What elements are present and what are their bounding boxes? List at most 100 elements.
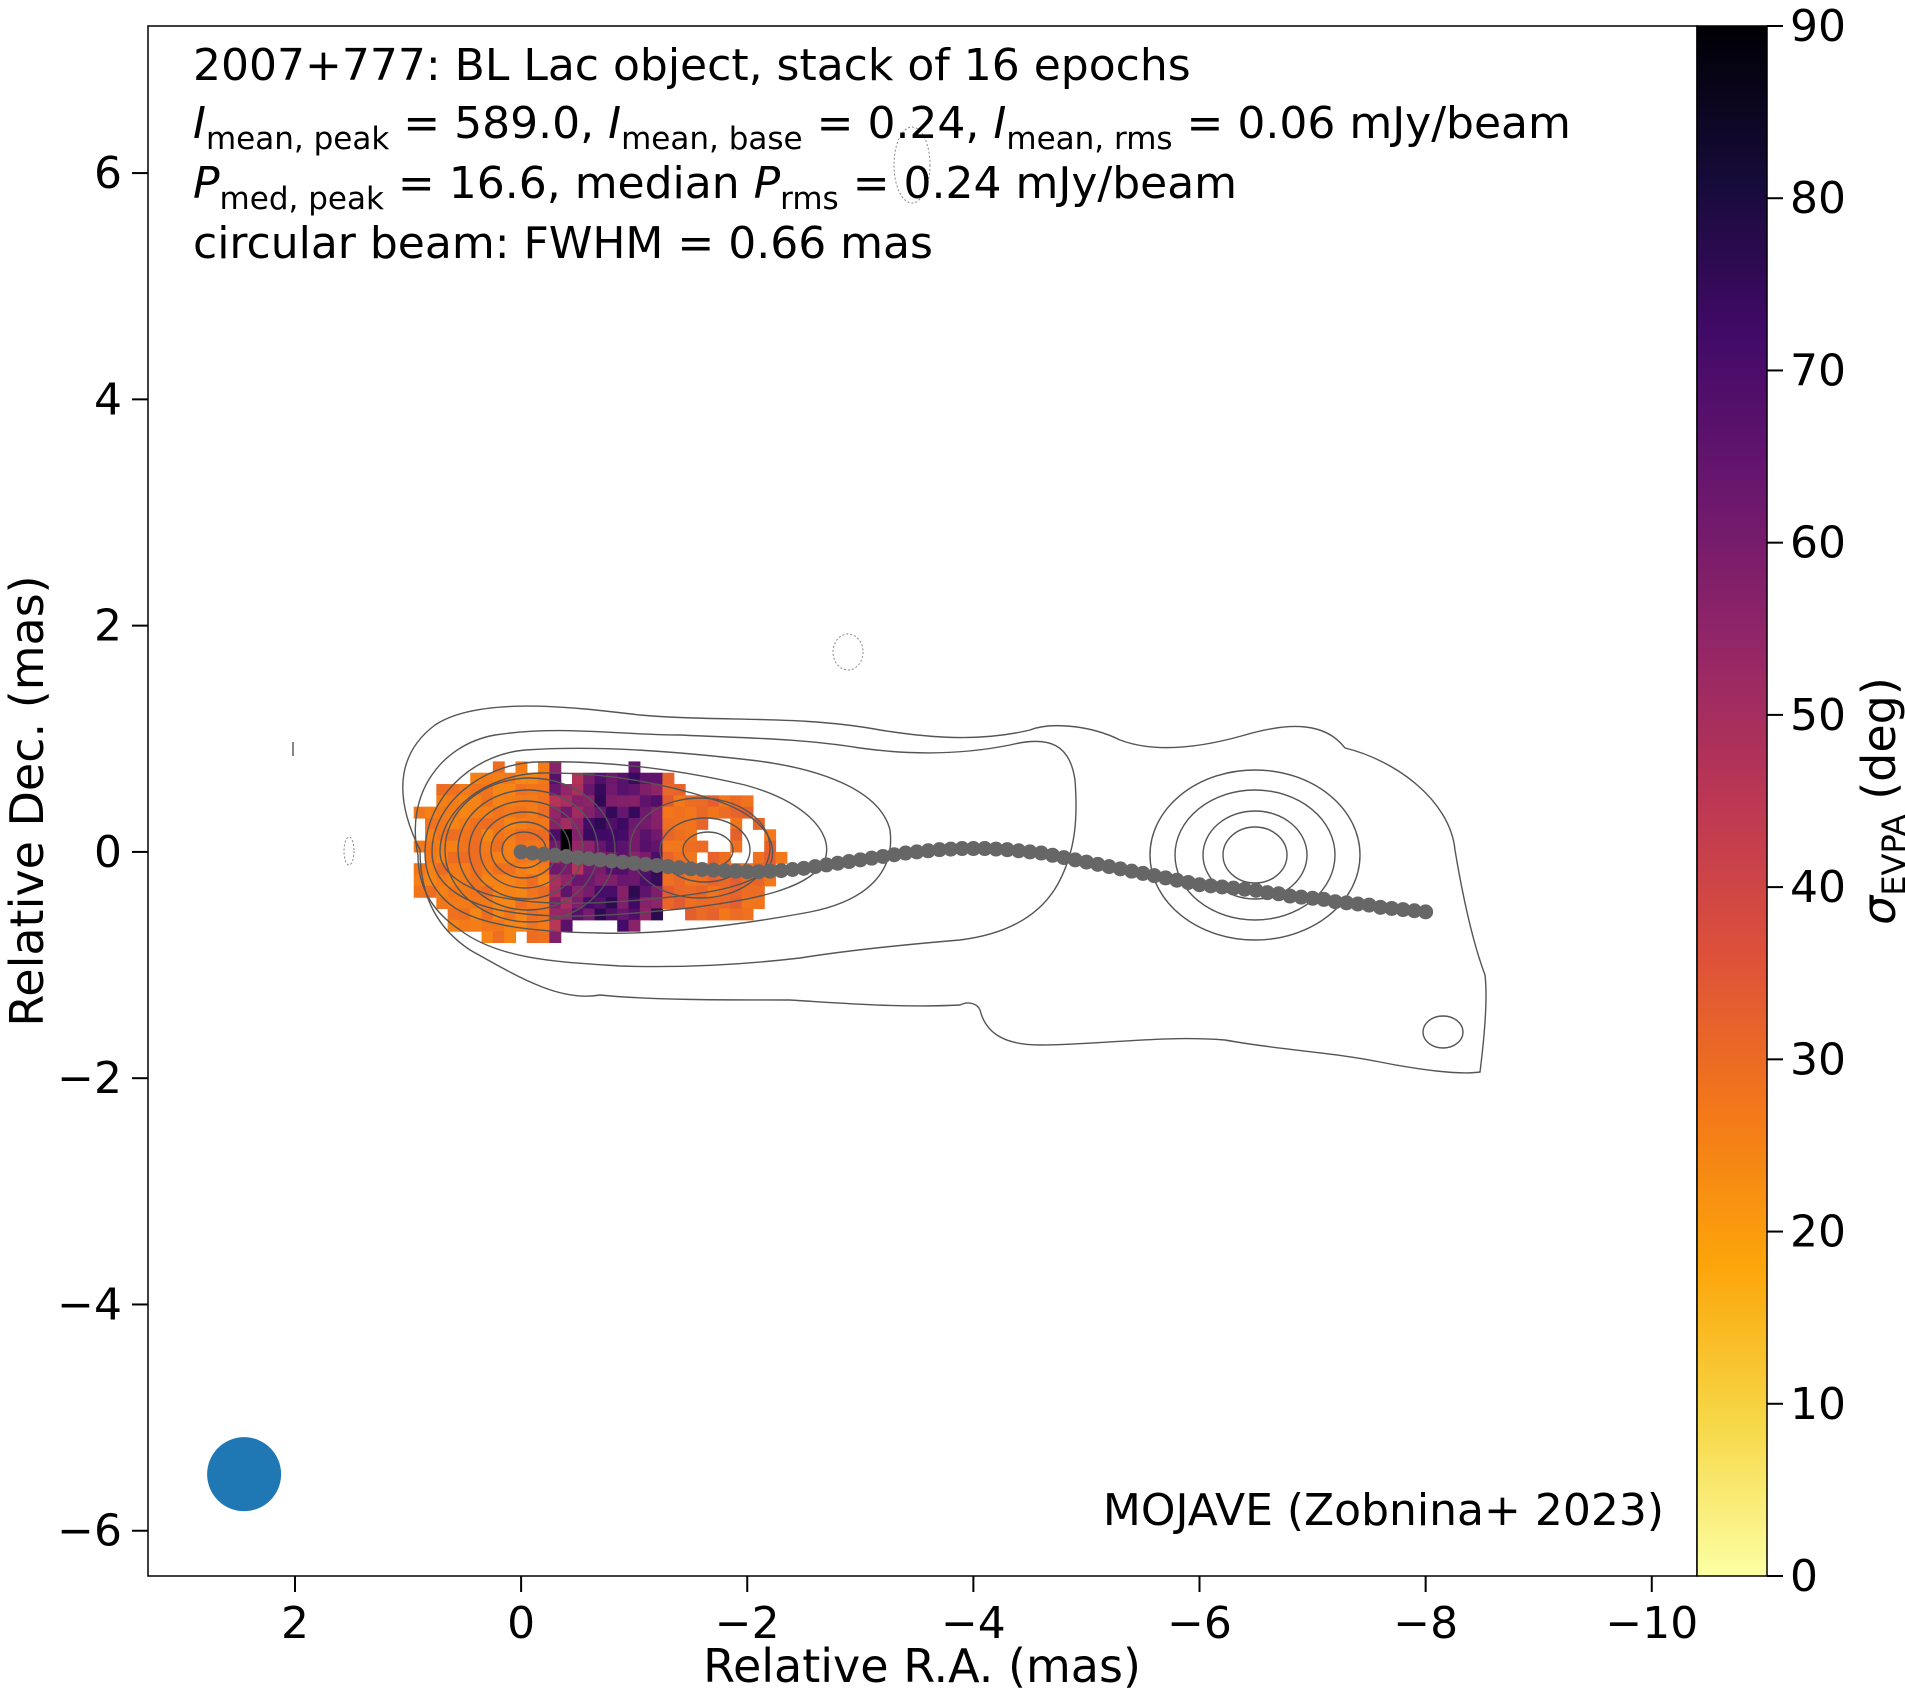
heatmap-layer bbox=[413, 761, 788, 944]
beam-ellipse bbox=[207, 1437, 282, 1512]
ridgeline-point bbox=[615, 854, 631, 870]
ridgeline-point bbox=[1124, 863, 1140, 879]
negative-contours bbox=[343, 126, 931, 866]
ridgeline-point bbox=[864, 850, 880, 866]
ridgeline-point bbox=[807, 859, 823, 875]
ridgeline-point bbox=[1372, 899, 1388, 915]
colorbar-tick-label: 10 bbox=[1790, 1379, 1846, 1430]
ridgeline-point bbox=[931, 842, 947, 858]
ridgeline-point bbox=[558, 848, 574, 864]
ridgeline-point bbox=[626, 855, 642, 871]
x-axis-label: Relative R.A. (mas) bbox=[703, 1639, 1141, 1691]
ridgeline-point bbox=[513, 844, 529, 860]
ridgeline-point bbox=[1282, 888, 1298, 904]
ridgeline-point bbox=[1056, 850, 1072, 866]
x-tick-label: −8 bbox=[1393, 1598, 1458, 1649]
x-tick-label: −4 bbox=[941, 1598, 1006, 1649]
contour-5 bbox=[439, 772, 774, 904]
ridgeline-point bbox=[818, 857, 834, 873]
ridgeline-point bbox=[1146, 868, 1162, 884]
ridgeline-point bbox=[784, 861, 800, 877]
ridgeline-point bbox=[1067, 852, 1083, 868]
x-axis-ticks: 2 0 −2 −4 −6 −8 −10 bbox=[281, 1576, 1698, 1649]
ridgeline-point bbox=[920, 843, 936, 859]
y-tick-label: −4 bbox=[57, 1279, 122, 1330]
x-tick-label: 0 bbox=[507, 1598, 535, 1649]
contour-outer bbox=[402, 705, 1487, 1074]
ridgeline-point bbox=[1192, 877, 1208, 893]
ridgeline-point bbox=[1271, 886, 1287, 902]
ridgeline-point bbox=[1384, 900, 1400, 916]
ridgeline-point bbox=[796, 860, 812, 876]
neg-contour-2 bbox=[893, 126, 931, 204]
ridgeline-point bbox=[1361, 897, 1377, 913]
ridgeline-point bbox=[671, 860, 687, 876]
colorbar-tick-label: 80 bbox=[1790, 173, 1846, 224]
contour-core-2 bbox=[457, 789, 599, 911]
y-tick-label: −2 bbox=[57, 1053, 122, 1104]
ridgeline-point bbox=[1158, 870, 1174, 886]
ridgeline-point bbox=[739, 864, 755, 880]
ridgeline-point bbox=[570, 850, 586, 866]
colorbar-tick-label: 50 bbox=[1790, 690, 1846, 741]
ridgeline-point bbox=[524, 845, 540, 861]
ridgeline-point bbox=[1078, 854, 1094, 870]
ridgeline-point bbox=[1316, 891, 1332, 907]
ridgeline-point bbox=[581, 851, 597, 867]
contour-small-blob bbox=[1422, 1015, 1464, 1049]
colorbar-tick-label: 60 bbox=[1790, 518, 1846, 569]
ridgeline-point bbox=[1033, 845, 1049, 861]
ridgeline-point bbox=[977, 841, 993, 857]
x-tick-label: −2 bbox=[715, 1598, 780, 1649]
plot-area bbox=[207, 126, 1487, 1512]
ridgeline-point bbox=[683, 861, 699, 877]
ridgeline-point bbox=[1011, 843, 1027, 859]
y-tick-label: 2 bbox=[94, 601, 122, 652]
y-axis-ticks: −6 −4 −2 0 2 4 6 bbox=[57, 148, 148, 1557]
ridgeline-point bbox=[1214, 879, 1230, 895]
ridgeline-point bbox=[728, 863, 744, 879]
ridgeline-point bbox=[830, 855, 846, 871]
ridgeline-point bbox=[1101, 859, 1117, 875]
ridgeline-point bbox=[1305, 890, 1321, 906]
x-tick-label: −10 bbox=[1605, 1598, 1698, 1649]
ridgeline-point bbox=[1406, 903, 1422, 919]
ridgeline-point bbox=[1327, 894, 1343, 910]
colorbar-tick-label: 70 bbox=[1790, 345, 1846, 396]
ridgeline-point bbox=[1090, 856, 1106, 872]
ridgeline-point bbox=[1259, 885, 1275, 901]
colorbar-label: σEVPA (deg) bbox=[1852, 677, 1905, 925]
ridgeline-point bbox=[898, 845, 914, 861]
ridgeline-point bbox=[637, 856, 653, 872]
ridgeline-point bbox=[536, 846, 552, 862]
ridgeline-point bbox=[1203, 878, 1219, 894]
colorbar-tick-label: 20 bbox=[1790, 1207, 1846, 1258]
colorbar bbox=[1696, 25, 1768, 1577]
ridgeline-point bbox=[909, 844, 925, 860]
y-tick-label: 0 bbox=[94, 827, 122, 878]
annotation-line: circular beam: FWHM = 0.66 mas bbox=[193, 218, 933, 269]
ridgeline-point bbox=[1225, 880, 1241, 896]
ridgeline-point bbox=[1135, 865, 1151, 881]
ridgeline-point bbox=[1112, 861, 1128, 877]
ridgeline-point bbox=[1022, 844, 1038, 860]
ridgeline-point bbox=[886, 847, 902, 863]
neg-contour-1 bbox=[832, 633, 864, 671]
colorbar-tick-label: 40 bbox=[1790, 862, 1846, 913]
ridgeline-point bbox=[660, 859, 676, 875]
contour-knot-1 bbox=[629, 797, 771, 899]
ridgeline-point bbox=[773, 863, 789, 879]
ridgeline-point bbox=[751, 864, 767, 880]
contour-knot-2 bbox=[659, 817, 751, 883]
contour-far-4 bbox=[1222, 826, 1288, 884]
ridgeline-point bbox=[1045, 847, 1061, 863]
ridgeline-point bbox=[875, 848, 891, 864]
ridgeline-point bbox=[1418, 904, 1434, 920]
ridgeline-point bbox=[694, 861, 710, 877]
ridgeline-point bbox=[988, 841, 1004, 857]
ridgeline-point bbox=[547, 847, 563, 863]
colorbar-tick-label: 90 bbox=[1790, 1, 1846, 52]
y-tick-label: 6 bbox=[94, 148, 122, 199]
ridgeline-point bbox=[717, 863, 733, 879]
colorbar-tick-label: 0 bbox=[1790, 1551, 1818, 1602]
